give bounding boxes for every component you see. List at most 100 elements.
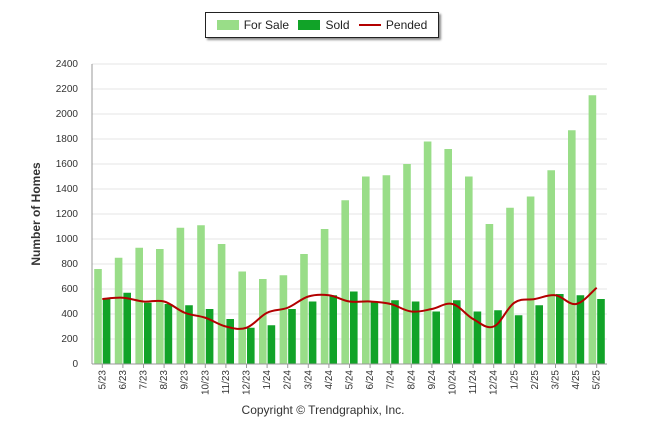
- y-axis-label: Number of Homes: [29, 162, 43, 266]
- x-tick-label: 8/24: [406, 370, 417, 390]
- x-tick-label: 5/25: [592, 370, 603, 390]
- for-sale-swatch: [216, 20, 239, 30]
- bar-for-sale[interactable]: [506, 207, 514, 364]
- bar-for-sale[interactable]: [94, 269, 102, 364]
- bar-sold[interactable]: [391, 300, 399, 364]
- bar-for-sale[interactable]: [176, 227, 185, 364]
- x-tick-label: 7/23: [139, 370, 150, 390]
- x-tick-label: 7/24: [386, 370, 397, 390]
- x-tick-label: 10/23: [200, 370, 211, 395]
- bar-sold[interactable]: [432, 311, 440, 365]
- legend-item-for-sale[interactable]: For Sale: [216, 18, 290, 32]
- legend-item-pended[interactable]: Pended: [358, 18, 428, 32]
- bar-sold[interactable]: [226, 319, 234, 364]
- bar-sold[interactable]: [494, 310, 502, 364]
- axis-labels: 0 200 400 600 800 1000 1200 1400 1600 1800 2000 220…: [29, 59, 603, 395]
- y-tick-label: 1800: [56, 134, 79, 145]
- bar-sold[interactable]: [411, 301, 420, 365]
- bar-sold[interactable]: [535, 305, 543, 364]
- bar-sold[interactable]: [164, 304, 173, 364]
- bar-for-sale[interactable]: [382, 175, 391, 364]
- y-tick-label: 0: [72, 359, 78, 370]
- bar-for-sale[interactable]: [526, 196, 535, 365]
- bar-sold[interactable]: [350, 291, 358, 365]
- y-tick-label: 2000: [56, 109, 79, 120]
- x-tick-label: 2/24: [283, 370, 294, 390]
- bars: [94, 95, 605, 364]
- x-tick-label: 9/23: [180, 370, 191, 390]
- x-tick-label: 12/24: [489, 370, 500, 395]
- x-tick-label: 4/25: [571, 370, 582, 390]
- bar-sold[interactable]: [576, 295, 585, 364]
- x-tick-label: 2/25: [530, 370, 541, 390]
- pended-swatch: [358, 24, 381, 26]
- bar-for-sale[interactable]: [465, 176, 473, 365]
- bar-sold[interactable]: [123, 292, 131, 364]
- bar-for-sale[interactable]: [259, 279, 267, 364]
- bar-sold[interactable]: [144, 302, 152, 364]
- bar-for-sale[interactable]: [362, 176, 370, 365]
- bar-sold[interactable]: [329, 295, 337, 364]
- bar-sold[interactable]: [473, 311, 482, 365]
- bar-for-sale[interactable]: [485, 224, 494, 364]
- y-tick-label: 1400: [56, 184, 79, 195]
- x-tick-label: 10/24: [448, 370, 459, 395]
- x-tick-label: 5/24: [345, 370, 356, 390]
- copyright-footer: Copyright © Trendgraphix, Inc.: [241, 403, 405, 417]
- bar-for-sale[interactable]: [217, 244, 226, 364]
- y-tick-label: 1200: [56, 209, 79, 220]
- y-tick-label: 1600: [56, 159, 79, 170]
- x-tick-label: 6/23: [118, 370, 129, 390]
- x-tick-label: 3/25: [551, 370, 562, 390]
- bar-for-sale[interactable]: [403, 164, 411, 364]
- bar-sold[interactable]: [247, 327, 255, 364]
- bar-for-sale[interactable]: [320, 229, 329, 364]
- bar-for-sale[interactable]: [156, 249, 164, 364]
- bar-sold[interactable]: [514, 315, 523, 364]
- bar-for-sale[interactable]: [279, 275, 288, 364]
- bar-for-sale[interactable]: [341, 200, 349, 364]
- x-tick-label: 12/23: [242, 370, 253, 395]
- x-tick-label: 1/25: [509, 370, 520, 390]
- bar-sold[interactable]: [370, 301, 379, 365]
- x-tick-label: 8/23: [159, 370, 170, 390]
- bar-sold[interactable]: [597, 299, 605, 364]
- bar-for-sale[interactable]: [135, 247, 143, 364]
- y-tick-label: 1000: [56, 234, 79, 245]
- bar-for-sale[interactable]: [547, 170, 555, 364]
- legend-label-pended: Pended: [385, 18, 428, 32]
- bar-for-sale[interactable]: [568, 130, 576, 364]
- y-tick-label: 800: [61, 259, 78, 270]
- x-tick-label: 1/24: [262, 370, 273, 390]
- bar-sold[interactable]: [205, 309, 214, 364]
- x-tick-label: 11/24: [468, 370, 479, 395]
- pended-line-group: [102, 286, 598, 330]
- legend-label-for-sale: For Sale: [243, 18, 290, 32]
- line-pended[interactable]: [102, 286, 598, 330]
- bar-sold[interactable]: [288, 309, 296, 364]
- y-tick-label: 600: [61, 284, 78, 295]
- bar-for-sale[interactable]: [114, 257, 123, 364]
- axes: [91, 64, 607, 368]
- bar-for-sale[interactable]: [423, 141, 432, 365]
- sold-swatch: [298, 20, 321, 30]
- bar-sold[interactable]: [102, 299, 111, 364]
- x-tick-label: 4/24: [324, 370, 335, 390]
- bar-sold[interactable]: [556, 294, 564, 364]
- x-tick-label: 3/24: [303, 370, 314, 390]
- x-tick-label: 6/24: [365, 370, 376, 390]
- bar-for-sale[interactable]: [238, 271, 246, 365]
- bar-for-sale[interactable]: [444, 149, 452, 364]
- bar-sold[interactable]: [308, 301, 317, 365]
- x-tick-label: 5/23: [97, 370, 108, 390]
- bar-for-sale[interactable]: [197, 225, 205, 364]
- bar-sold[interactable]: [185, 305, 193, 364]
- x-tick-label: 11/23: [221, 370, 232, 395]
- bar-sold[interactable]: [453, 300, 461, 364]
- legend-label-sold: Sold: [325, 18, 350, 32]
- legend-item-sold[interactable]: Sold: [298, 18, 350, 32]
- bar-for-sale[interactable]: [300, 254, 308, 364]
- bar-for-sale[interactable]: [588, 95, 597, 364]
- bar-sold[interactable]: [267, 325, 276, 364]
